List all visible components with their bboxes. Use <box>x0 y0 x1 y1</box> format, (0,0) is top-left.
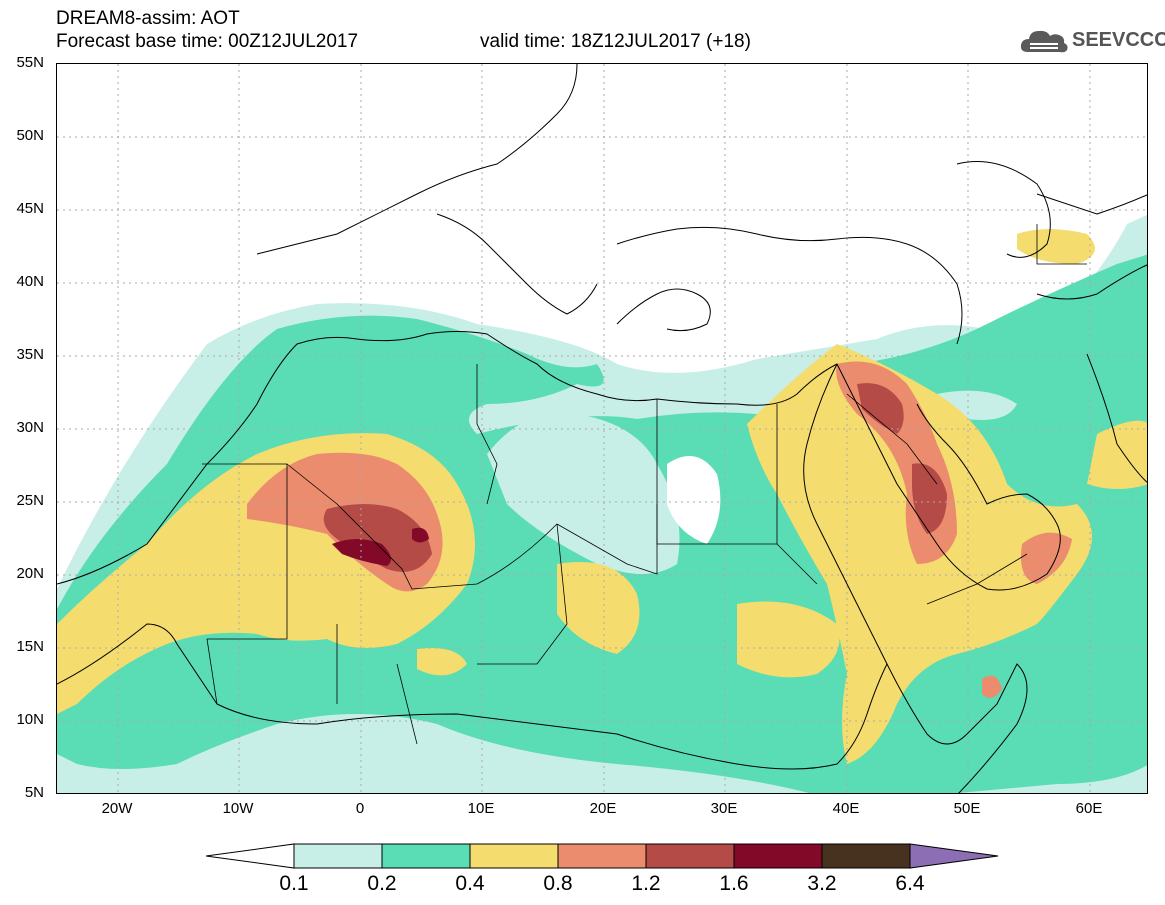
lat-label-40n: 40N <box>16 273 44 290</box>
colorbar-segment-1.6 <box>733 843 823 869</box>
colorbar-under-triangle <box>205 843 295 869</box>
lon-label-20w: 20W <box>101 800 133 817</box>
forecast-base-time: Forecast base time: 00Z12JUL2017 <box>56 31 359 52</box>
lat-label-45n: 45N <box>16 200 44 217</box>
coastlines <box>57 64 1147 793</box>
aot-contour-1.6 <box>332 539 391 566</box>
lon-label-0: 0 <box>355 800 365 817</box>
aot-map <box>56 63 1148 794</box>
logo-text: SEEVCCC <box>1072 29 1165 51</box>
lon-label-10e: 10E <box>467 800 495 817</box>
colorbar-label-0.1: 0.1 <box>279 872 309 895</box>
colorbar-segment-0.4 <box>469 843 559 869</box>
lat-label-50n: 50N <box>16 127 44 144</box>
colorbar-label-3.2: 3.2 <box>807 872 837 895</box>
lat-label-15n: 15N <box>16 638 44 655</box>
colorbar <box>205 842 1000 870</box>
colorbar-segment-0.1 <box>293 843 383 869</box>
lon-label-50e: 50E <box>953 800 981 817</box>
lat-label-10n: 10N <box>16 711 44 728</box>
lat-label-35n: 35N <box>16 346 44 363</box>
lat-label-5n: 5N <box>24 784 44 801</box>
lat-label-20n: 20N <box>16 565 44 582</box>
colorbar-label-0.8: 0.8 <box>543 872 573 895</box>
colorbar-label-1.2: 1.2 <box>631 872 661 895</box>
lon-label-20e: 20E <box>589 800 617 817</box>
lat-label-25n: 25N <box>16 492 44 509</box>
aot-contour-1.2-east <box>857 383 904 434</box>
lon-label-40e: 40E <box>832 800 860 817</box>
colorbar-label-0.4: 0.4 <box>455 872 485 895</box>
colorbar-label-1.6: 1.6 <box>719 872 749 895</box>
cloud-icon <box>1020 30 1068 53</box>
lat-label-55n: 55N <box>16 54 44 71</box>
seevccc-logo: SEEVCCC <box>1018 24 1165 58</box>
colorbar-label-6.4: 6.4 <box>895 872 925 895</box>
colorbar-segment-1.2 <box>645 843 735 869</box>
aot-field <box>57 214 1147 793</box>
colorbar-segment-3.2 <box>821 843 911 869</box>
lon-label-30e: 30E <box>710 800 738 817</box>
aot-contour-1.2-west <box>323 504 432 572</box>
map-title: DREAM8-assim: AOT <box>56 8 240 29</box>
colorbar-label-0.2: 0.2 <box>367 872 397 895</box>
colorbar-segment-0.8 <box>557 843 647 869</box>
lon-label-10w: 10W <box>222 800 254 817</box>
graticule <box>57 64 1147 793</box>
colorbar-over-triangle <box>909 843 999 869</box>
lon-label-60e: 60E <box>1075 800 1103 817</box>
valid-time: valid time: 18Z12JUL2017 (+18) <box>480 31 751 52</box>
colorbar-segment-0.2 <box>381 843 471 869</box>
lat-label-30n: 30N <box>16 419 44 436</box>
country-borders <box>202 224 1087 745</box>
